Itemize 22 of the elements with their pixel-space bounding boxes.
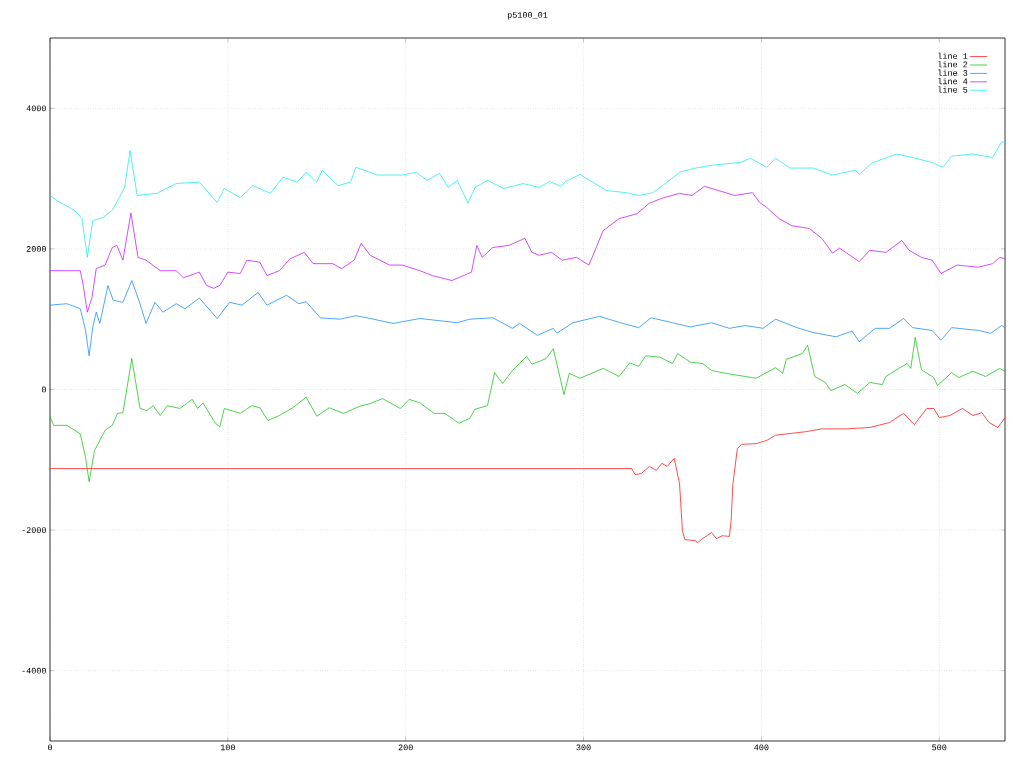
y-tick-label: 2000 [26,246,46,252]
y-tick-label: -2000 [22,527,46,533]
y-tick-label: -4000 [22,667,46,674]
chart-title: p5100_01 [507,12,548,20]
x-tick-label: 300 [576,744,591,751]
x-tick-label: 100 [220,744,235,751]
legend-label: line 5 [938,86,968,93]
line-series [50,185,1006,313]
line-series [50,408,1006,544]
legend-label: line 1 [938,52,968,59]
legend-label: line 3 [938,69,968,76]
line-series [50,280,1006,357]
legend-label: line 2 [938,61,968,68]
x-tick-label: 0 [47,744,53,751]
x-tick-label: 400 [754,744,769,751]
y-tick-label: 0 [41,386,46,393]
x-tick-label: 200 [398,744,413,751]
line-series [50,337,1006,482]
line-series [50,141,1006,258]
x-tick-label: 500 [932,744,947,751]
legend-label: line 4 [938,78,968,85]
y-tick-label: 4000 [26,105,46,112]
